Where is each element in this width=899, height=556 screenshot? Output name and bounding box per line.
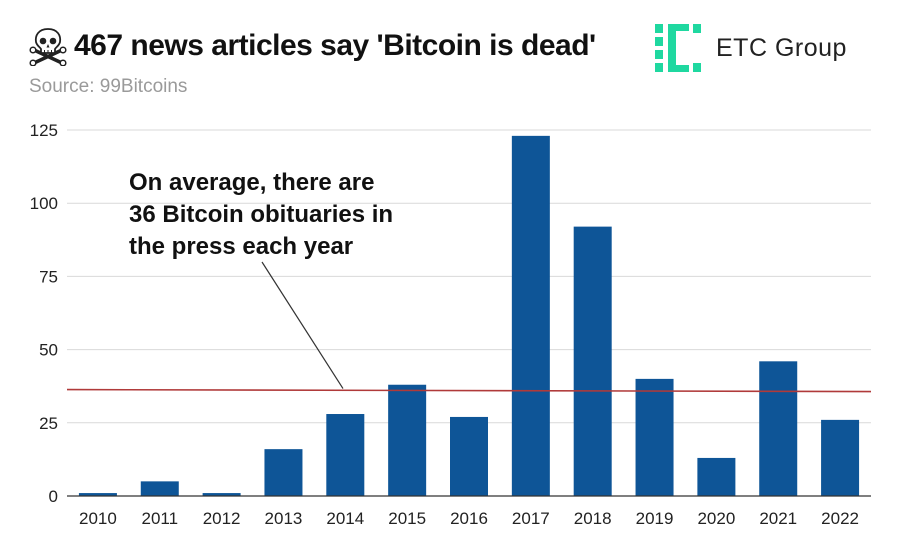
bar-2022 [821,419,860,496]
bar-2019 [635,378,674,496]
bar-2020 [697,457,736,496]
y-tick-label: 75 [39,267,58,286]
source-label: Source: 99Bitcoins [29,76,188,97]
annotation-line-3: the press each year [129,233,353,260]
x-tick-label: 2015 [388,509,426,528]
x-tick-label: 2012 [203,509,241,528]
bar-2010 [78,493,117,496]
bar-2011 [140,481,179,496]
bar-2017 [511,135,550,496]
y-tick-label: 50 [39,341,58,360]
annotation-pointer [261,261,344,389]
x-tick-label: 2011 [141,509,178,528]
annotation-line-2: 36 Bitcoin obituaries in [129,201,393,228]
brand-logo: ETC Group [655,24,847,72]
x-tick-label: 2010 [79,509,117,528]
grid-layer [67,129,871,424]
x-tick-label: 2019 [636,509,674,528]
bar-2015 [388,384,427,496]
title-row: 467 news articles say 'Bitcoin is dead' [28,26,596,66]
x-tick-label: 2016 [450,509,488,528]
x-axis: 2010 2011 2012 2013 2014 2015 2016 2017 2018 2019… [79,509,859,528]
chart-title: 467 news articles say 'Bitcoin is dead' [74,29,596,62]
bar-2016 [450,416,488,496]
y-tick-label: 25 [39,414,58,433]
annotation-line-1: On average, there are [129,169,374,196]
x-tick-label: 2022 [821,509,859,528]
x-tick-label: 2017 [512,509,550,528]
bar-2021 [759,361,798,496]
x-tick-label: 2020 [697,509,735,528]
y-tick-label: 100 [30,194,58,213]
bar-2018 [573,226,612,496]
etc-group-logo-icon [655,24,701,72]
x-tick-label: 2021 [759,509,797,528]
x-tick-label: 2014 [326,509,364,528]
skull-crossbones-icon [29,28,67,66]
bar-2013 [264,449,303,496]
y-tick-label: 125 [30,121,58,140]
x-tick-label: 2013 [265,509,303,528]
bar-2012 [202,493,241,496]
y-axis: 0 25 50 75 100 125 [30,121,58,506]
bar-2014 [326,414,365,496]
bars [78,135,860,496]
y-tick-label: 0 [49,487,58,506]
brand-name: ETC Group [716,33,847,62]
x-tick-label: 2018 [574,509,612,528]
average-line [66,388,872,393]
annotation-text: On average, there are 36 Bitcoin obituar… [129,169,400,260]
